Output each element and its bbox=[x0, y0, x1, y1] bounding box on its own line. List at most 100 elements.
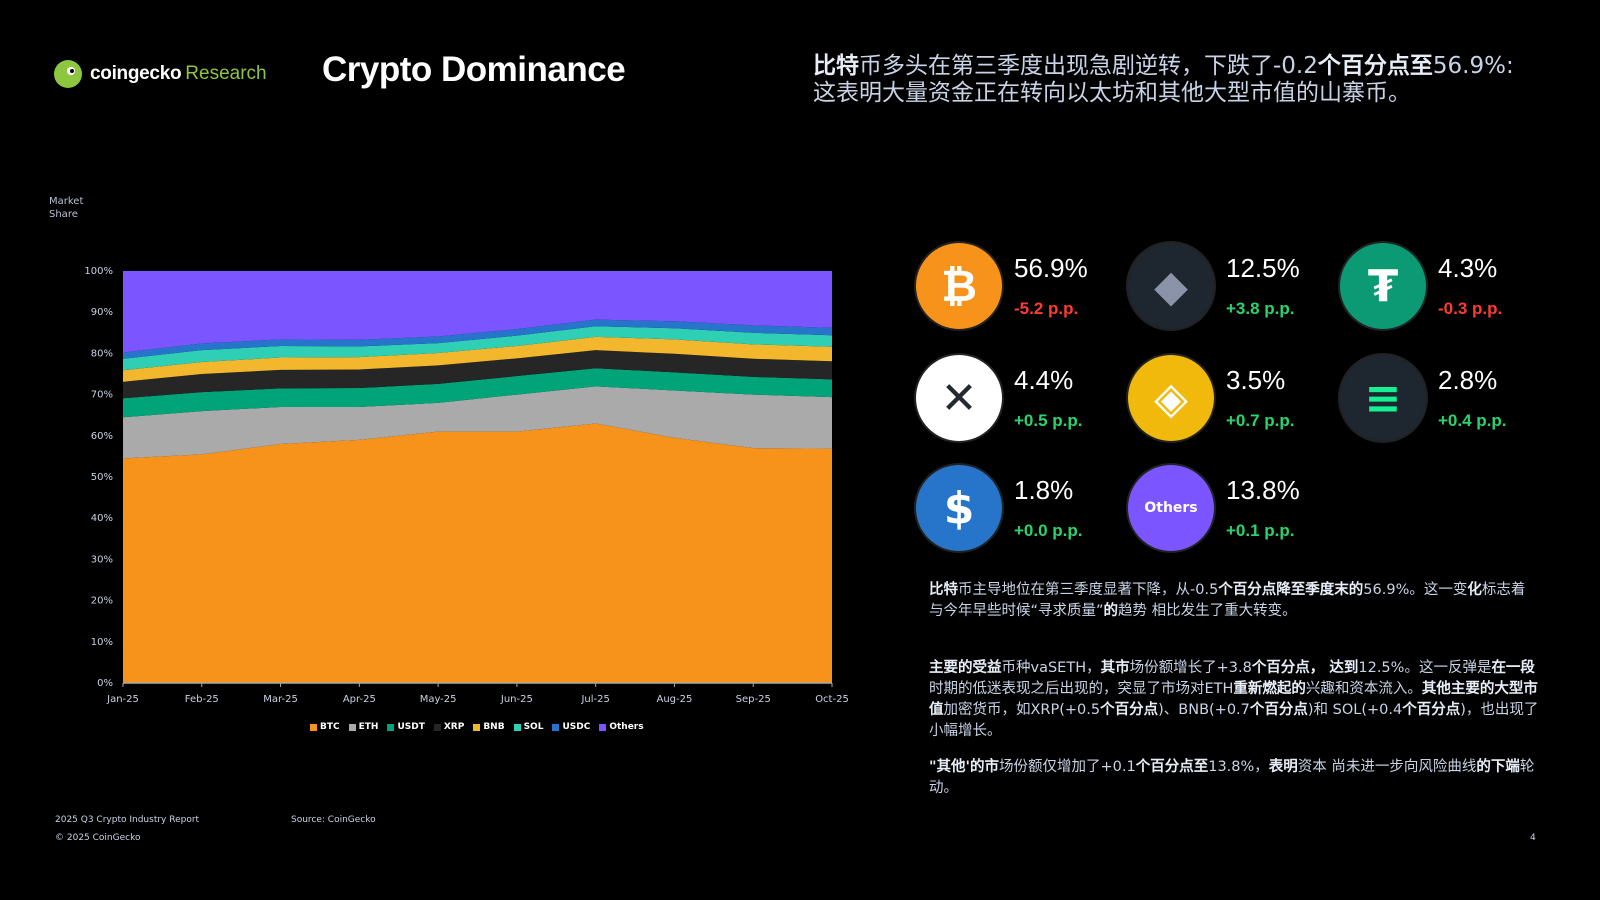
legend-item-btc: BTC bbox=[310, 722, 340, 732]
y-axis-label: Market Share bbox=[49, 196, 84, 220]
report-name: 2025 Q3 Crypto Industry Report bbox=[55, 815, 200, 825]
headline: 比特币多头在第三季度出现急剧逆转，下跌了-0.2个百分点至56.9%:这表明大量… bbox=[813, 53, 1533, 107]
text-segment: 币主导地位在第三季度显著下降，从-0.5 bbox=[958, 582, 1219, 598]
y-tick-label: 30% bbox=[91, 554, 113, 565]
y-tick-label: 20% bbox=[91, 596, 113, 607]
legend-label: ETH bbox=[358, 722, 379, 732]
legend-item-usdc: USDC bbox=[552, 722, 590, 732]
y-tick-label: 100% bbox=[84, 266, 113, 277]
legend-item-eth: ETH bbox=[348, 722, 379, 732]
text-segment: 达到 bbox=[1324, 660, 1359, 676]
area-usdt bbox=[123, 368, 832, 418]
x-tick-label: May-25 bbox=[420, 694, 457, 705]
coin-share: 13.8% bbox=[1226, 475, 1300, 505]
coin-share: 4.4% bbox=[1014, 365, 1074, 395]
chart-legend: BTC ETH USDT XRP BNB SOL USDC Others bbox=[310, 722, 644, 732]
text-segment: 其市 bbox=[1100, 660, 1130, 676]
coin-share: 4.3% bbox=[1438, 253, 1498, 283]
coin-change: -0.3 p.p. bbox=[1438, 299, 1503, 318]
text-segment: 币多头在第三季度出现急剧逆转，下跌了-0.2 bbox=[859, 53, 1318, 79]
text-segment: 56.9%。这一变 bbox=[1363, 582, 1468, 598]
x-tick-label: Sep-25 bbox=[736, 694, 771, 705]
y-tick-label: 80% bbox=[91, 348, 113, 359]
text-segment: )、BNB(+0.7 bbox=[1158, 702, 1250, 718]
text-segment: 场份额仅增加了+0.1 bbox=[999, 759, 1136, 775]
paragraph-btc: 比特币主导地位在第三季度显著下降，从-0.5个百分点降至季度末的56.9%。这一… bbox=[929, 580, 1539, 622]
area-bnb bbox=[123, 336, 832, 382]
text-segment: "其他'的市 bbox=[929, 759, 999, 775]
x-tick-label: Aug-25 bbox=[657, 694, 693, 705]
legend-swatch bbox=[599, 723, 607, 731]
ethereum-icon: ◆ bbox=[1128, 243, 1214, 329]
coin-share: 2.8% bbox=[1438, 365, 1498, 395]
text-segment: 个百分点， bbox=[1251, 660, 1325, 676]
y-tick-label: 10% bbox=[91, 637, 113, 648]
legend-item-xrp: XRP bbox=[433, 722, 465, 732]
area-others bbox=[123, 271, 832, 353]
text-segment: 比特 bbox=[813, 53, 859, 79]
logo-suffix: Research bbox=[185, 63, 267, 84]
legend-swatch bbox=[310, 723, 317, 731]
logo-name: coingecko bbox=[90, 63, 182, 84]
coingecko-logo: coingecko Research bbox=[54, 60, 267, 88]
legend-label: USDT bbox=[397, 722, 425, 732]
usdc-icon: $ bbox=[916, 465, 1002, 551]
coin-share: 3.5% bbox=[1226, 365, 1286, 395]
coin-change: +0.7 p.p. bbox=[1226, 411, 1295, 430]
gecko-icon bbox=[54, 60, 82, 88]
text-segment: 个百分点 bbox=[1402, 702, 1461, 718]
legend-label: Others bbox=[609, 722, 644, 732]
legend-swatch bbox=[348, 723, 356, 731]
text-segment: 在一段 bbox=[1491, 660, 1535, 676]
x-tick-label: Apr-25 bbox=[343, 694, 376, 705]
legend-item-usdt: USDT bbox=[387, 722, 425, 732]
legend-label: XRP bbox=[443, 722, 465, 732]
legend-item-bnb: BNB bbox=[473, 722, 505, 732]
y-tick-label: 60% bbox=[91, 431, 113, 442]
coin-share: 56.9% bbox=[1014, 253, 1088, 283]
text-segment: 资本 尚未进一步向风险曲线 bbox=[1297, 759, 1477, 775]
legend-label: SOL bbox=[523, 722, 544, 732]
copyright: © 2025 CoinGecko bbox=[55, 833, 141, 843]
y-tick-label: 40% bbox=[91, 513, 113, 524]
text-segment: 轮动。 bbox=[929, 759, 1535, 796]
legend-swatch bbox=[473, 723, 481, 731]
text-segment: 比特 bbox=[929, 582, 958, 598]
page-number: 4 bbox=[1530, 833, 1536, 843]
x-tick-label: Jun-25 bbox=[500, 694, 533, 705]
text-segment: 表明 bbox=[1268, 759, 1298, 775]
tether-icon: ₮ bbox=[1340, 243, 1426, 329]
legend-label: USDC bbox=[562, 722, 591, 732]
legend-swatch bbox=[433, 723, 441, 731]
text-segment: 兴趣和资本流入。 bbox=[1305, 681, 1422, 697]
area-btc bbox=[123, 423, 832, 683]
text-segment: 标志着与今年早些时候“寻求质量” bbox=[929, 582, 1526, 619]
paragraph-others: "其他'的市场份额仅增加了+0.1个百分点至13.8%，表明资本 尚未进一步向风… bbox=[929, 757, 1539, 799]
text-segment: 主要的受益 bbox=[929, 660, 1002, 676]
legend-swatch bbox=[552, 723, 560, 731]
text-segment: 个百分点至 bbox=[1135, 759, 1209, 775]
text-segment: 的下端 bbox=[1476, 759, 1520, 775]
legend-swatch bbox=[387, 723, 395, 731]
legend-label: BTC bbox=[320, 722, 340, 732]
area-sol bbox=[123, 326, 832, 371]
text-segment: 12.5%。这一反弹是 bbox=[1358, 660, 1492, 676]
text-segment: 个百分点至 bbox=[1317, 53, 1433, 79]
text-segment: 个百分点 bbox=[1100, 702, 1159, 718]
area-xrp bbox=[123, 350, 832, 399]
area-usdc bbox=[123, 319, 832, 359]
text-segment: )和 SOL(+0.4 bbox=[1307, 702, 1403, 718]
text-segment: )，也出现了小幅增长。 bbox=[929, 702, 1539, 739]
text-segment: 趋势 相比发生了重大转变。 bbox=[1118, 603, 1297, 619]
y-tick-label: 70% bbox=[91, 390, 113, 401]
text-segment: 化 bbox=[1467, 582, 1482, 598]
x-tick-label: Oct-25 bbox=[815, 694, 849, 705]
x-tick-label: Jul-25 bbox=[580, 694, 609, 705]
x-tick-label: Mar-25 bbox=[263, 694, 298, 705]
page-title: Crypto Dominance bbox=[322, 50, 626, 89]
coin-change: +0.5 p.p. bbox=[1014, 411, 1083, 430]
text-segment: 时期的低迷表现之后出现的，突显了市场对ETH bbox=[929, 681, 1234, 697]
legend-label: BNB bbox=[483, 722, 505, 732]
text-segment: 13.8%， bbox=[1208, 759, 1269, 775]
y-tick-label: 90% bbox=[91, 307, 113, 318]
